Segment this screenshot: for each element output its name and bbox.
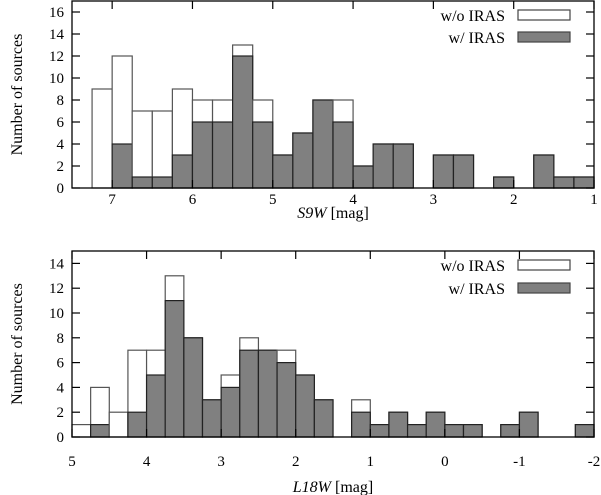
y-tick-label: 4 (57, 137, 65, 153)
bar-w-iras (351, 411, 371, 438)
x-axis-label-unit: [mag] (327, 205, 369, 222)
bar-w-iras (493, 176, 515, 189)
bar-w-iras (392, 143, 414, 189)
y-tick-label: 0 (57, 430, 65, 446)
bar-w-iras (406, 424, 427, 438)
x-axis-label-band: L18W (292, 479, 333, 495)
y-tick-label: 8 (57, 93, 65, 109)
plot-frame (71, 250, 595, 438)
x-tick-label: 3 (217, 454, 225, 470)
legend-label: w/o IRAS (441, 258, 505, 275)
bar-w-iras (553, 176, 575, 189)
bar-w-iras (211, 121, 234, 189)
bar-w-iras (444, 424, 465, 438)
x-axis-label-unit: [mag] (331, 479, 373, 495)
legend-label: w/o IRAS (441, 8, 505, 25)
y-tick-label: 14 (49, 256, 65, 272)
bar-w-iras (292, 132, 314, 189)
legend-swatch (517, 31, 571, 43)
y-tick-label: 2 (57, 159, 65, 175)
histogram-s9w: 0 2 4 6 8 10 12 14 16 7 6 5 4 3 2 1 S9W [mag] Number of s… (9, 0, 598, 222)
bar-w-iras (312, 99, 334, 189)
bar-w-iras (452, 154, 475, 189)
bar-w-iras (252, 121, 274, 189)
x-axis-label: L18W [mag] (292, 479, 373, 495)
bar-w-iras (257, 349, 278, 438)
bar-w-iras (518, 411, 539, 438)
x-tick-label: 2 (292, 454, 300, 470)
y-tick-label: 10 (49, 71, 64, 87)
bar-w-iras (111, 143, 133, 189)
legend-swatch (517, 9, 571, 21)
bar-w-iras (127, 411, 148, 438)
x-tick-label: -2 (588, 454, 601, 470)
y-tick-label: 14 (49, 27, 65, 43)
x-tick-label: 5 (68, 454, 76, 470)
bar-w-iras (191, 121, 214, 189)
x-tick-label: 2 (510, 192, 518, 208)
y-tick-label: 6 (57, 356, 65, 372)
bar-w-iras (372, 143, 394, 189)
bar-w-iras (432, 154, 455, 189)
x-tick-label: 0 (441, 454, 449, 470)
y-tick-label: 12 (49, 49, 64, 65)
x-tick-label: 7 (108, 192, 116, 208)
bar-w-iras (232, 55, 254, 189)
legend-label: w/ IRAS (449, 281, 505, 298)
bar-w-iras (90, 424, 110, 438)
bar-w-iras (369, 424, 390, 438)
bar-w-iras (276, 362, 297, 438)
x-tick-label: 1 (367, 454, 375, 470)
x-tick-label: -1 (513, 454, 526, 470)
bar-w-iras (201, 399, 222, 438)
x-tick-label: 5 (269, 192, 277, 208)
bar-w-iras (462, 424, 483, 438)
y-tick-label: 10 (49, 306, 64, 322)
plot-frame (71, 0, 595, 189)
bar-w-iras (352, 165, 374, 189)
bar-w-iras (313, 399, 334, 438)
bar-wo-iras (91, 88, 113, 189)
x-tick-label: 3 (430, 192, 438, 208)
bar-w-iras (295, 374, 315, 438)
bar-w-iras (171, 154, 194, 189)
bar-w-iras (183, 337, 204, 438)
bar-w-iras (425, 411, 446, 438)
y-axis-label: Number of sources (9, 283, 26, 405)
legend-label: w/ IRAS (449, 30, 505, 47)
bar-w-iras (164, 300, 185, 438)
x-tick-label: 1 (590, 192, 598, 208)
bar-w-iras (239, 349, 260, 438)
bar-w-iras (151, 176, 173, 189)
bar-wo-iras (108, 411, 129, 438)
y-tick-label: 16 (49, 5, 65, 21)
y-tick-label: 2 (57, 405, 65, 421)
bar-w-iras (533, 154, 555, 189)
x-tick-label: 4 (143, 454, 151, 470)
x-axis-label-band: S9W (297, 205, 328, 222)
y-tick-label: 6 (57, 115, 65, 131)
bar-w-iras (573, 176, 595, 189)
bar-w-iras (131, 176, 153, 189)
y-tick-label: 12 (49, 281, 64, 297)
bar-w-iras (272, 154, 294, 189)
x-tick-label: 6 (189, 192, 197, 208)
bar-w-iras (220, 386, 241, 438)
legend-swatch (517, 259, 571, 271)
y-axis-label: Number of sources (9, 34, 26, 156)
x-axis-label: S9W [mag] (297, 205, 369, 222)
legend-swatch (517, 282, 571, 294)
bar-w-iras (500, 424, 521, 438)
bar-wo-iras (71, 424, 92, 438)
y-tick-label: 8 (57, 331, 65, 347)
bar-w-iras (574, 424, 595, 438)
bar-w-iras (388, 411, 409, 438)
y-tick-label: 0 (57, 181, 65, 197)
bar-w-iras (145, 374, 166, 438)
y-tick-label: 4 (57, 380, 65, 396)
bar-w-iras (332, 121, 354, 189)
x-tick-label: 4 (349, 192, 357, 208)
